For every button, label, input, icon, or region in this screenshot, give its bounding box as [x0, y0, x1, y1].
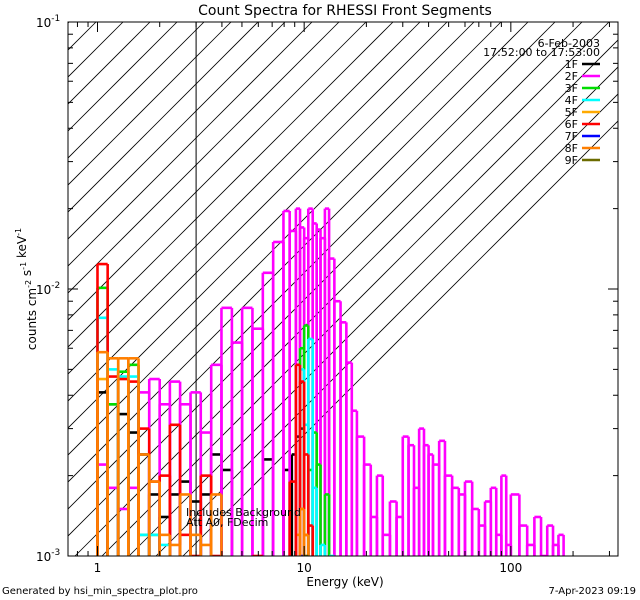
hatch-line [68, 22, 556, 510]
chart-title: Count Spectra for RHESSI Front Segments [198, 3, 492, 19]
hatch-line [68, 22, 205, 159]
hatch-line [68, 22, 421, 375]
x-tick-label: 100 [499, 561, 522, 575]
x-tick-label: 10 [297, 561, 312, 575]
hatch-line [68, 22, 583, 537]
series-layer [96, 207, 565, 556]
hatch-line [68, 22, 394, 348]
series-8F [96, 350, 310, 556]
legend-label-9F: 9F [565, 154, 578, 167]
hatch-line [68, 22, 529, 483]
hatch-line [68, 22, 232, 186]
hatch-line [68, 22, 448, 402]
legend-label-6F: 6F [565, 118, 578, 131]
attenuator-note: Att A0, FDecim [186, 516, 268, 529]
hatch-line [68, 22, 259, 213]
series-1F [96, 391, 310, 556]
legend-label-4F: 4F [565, 94, 578, 107]
excluded-energy-hatch [68, 22, 618, 556]
x-axis-label: Energy (keV) [306, 575, 383, 589]
legend-label-1F: 1F [565, 58, 578, 71]
y-tick-label: 10-2 [36, 281, 60, 297]
generator-note: Generated by hsi_min_spectra_plot.pro [2, 586, 198, 597]
y-tick-label: 10-1 [36, 14, 60, 30]
legend-label-2F: 2F [565, 70, 578, 83]
legend-label-8F: 8F [565, 142, 578, 155]
y-axis-label: counts cm-2 s-1 keV-1 [14, 228, 39, 350]
background-note: Includes Background [186, 506, 301, 519]
x-tick-label: 1 [94, 561, 102, 575]
time-range: 17:52:00 to 17:53:00 [483, 46, 600, 59]
observation-date: 6-Feb-2003 [538, 37, 600, 50]
legend-label-3F: 3F [565, 82, 578, 95]
hatch-line [101, 39, 618, 556]
hatch-line [68, 22, 502, 456]
axis-tick-labels: 1 10 100 10-1 10-2 10-3 [36, 14, 522, 575]
hatch-line [68, 22, 313, 267]
hatch-line [128, 66, 618, 556]
hatch-line [155, 93, 618, 556]
generation-date: 7-Apr-2023 09:19 [549, 586, 636, 597]
hatch-line [68, 22, 286, 240]
hatch-line [68, 22, 475, 429]
legend-label-5F: 5F [565, 106, 578, 119]
legend-label-7F: 7F [565, 130, 578, 143]
y-tick-label: 10-3 [36, 548, 60, 564]
axis-ticks [68, 21, 618, 557]
hatch-line [74, 22, 610, 556]
hatch-line [68, 22, 178, 132]
